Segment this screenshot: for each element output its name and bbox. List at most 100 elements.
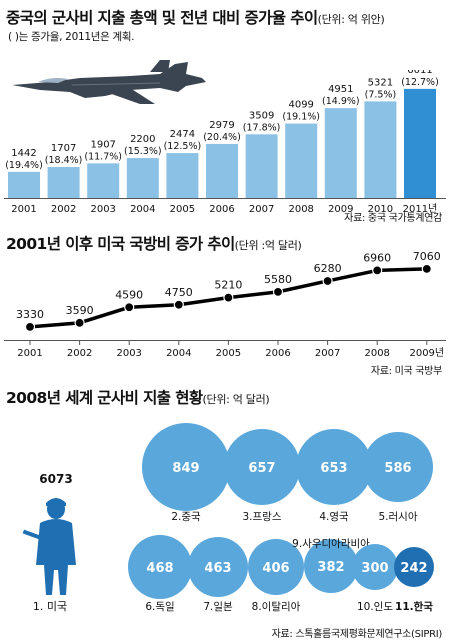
bar-growth-label: (18.4%) [45, 155, 83, 166]
bar-value-label: 3509 [249, 110, 274, 121]
bar-growth-label: (17.8%) [243, 122, 281, 133]
bubble-이탈리아 [248, 539, 304, 595]
world-bubble-chart: 6073 1. 미국 849 2.중국 657 3.프랑스 653 4.영국 586 5.러시아 4… [22, 423, 434, 613]
us-chart-title: 2001년 이후 미국 국방비 증가 추이(단위 :억 달러) [6, 232, 302, 254]
bar-2011년 [404, 88, 436, 198]
us-chart-title-text: 2001년 이후 미국 국방비 증가 추이 [6, 235, 235, 253]
bar-value-label: 2474 [170, 129, 195, 140]
line-value-label: 6960 [363, 252, 391, 264]
bubble-name-label: 7.일본 [203, 600, 233, 613]
china-chart-unit: (단위: 억 위안) [317, 13, 385, 26]
line-value-label: 6280 [314, 262, 342, 275]
bubble-영국 [296, 429, 372, 505]
china-bar-chart: 1442(19.4%) 2001 1707(18.4%) 2002 1907(11.7%… [4, 70, 446, 215]
line-value-label: 4750 [165, 286, 193, 299]
bubble-name-label: 3.프랑스 [243, 511, 282, 523]
x-tick-label: 2010 [368, 204, 393, 215]
bubble-name-label: 8.이탈리아 [252, 600, 301, 613]
x-tick-label: 2005 [216, 348, 241, 359]
line-value-label: 5580 [264, 273, 292, 286]
bubble-value-label: 6073 [39, 472, 72, 486]
bar-growth-label: (14.9%) [322, 96, 360, 107]
bubble-러시아 [363, 432, 433, 502]
line-value-label: 3590 [66, 304, 94, 317]
bubble-value-label: 849 [172, 461, 199, 476]
world-chart-title: 2008년 세계 군사비 지출 현황(단위: 억 달러) [6, 386, 270, 408]
x-tick-label: 2007 [315, 348, 340, 359]
bubble-value-label: 382 [317, 560, 344, 575]
line-value-label: 3330 [16, 308, 44, 321]
world-chart-source: 자료: 스톡홀름국제평화문제연구소(SIPRI) [271, 629, 443, 640]
bar-growth-label: (12.7%) [401, 77, 439, 88]
bubble-name-label: 1. 미국 [33, 600, 67, 613]
line-value-label: 7060 [413, 252, 441, 263]
line-point-2008 [372, 265, 383, 276]
line-point-2004 [173, 299, 184, 310]
line-point-2009년 [421, 263, 432, 274]
bar-2010 [364, 101, 397, 198]
bar-2008 [285, 123, 318, 198]
bar-growth-label: (11.7%) [84, 151, 122, 162]
line-point-2007 [322, 275, 333, 287]
bar-growth-label: (7.5%) [365, 89, 397, 100]
bar-2009 [324, 108, 357, 198]
soldier-icon [22, 498, 76, 595]
bar-2004 [126, 158, 159, 198]
china-chart-title: 중국의 군사비 지출 총액 및 전년 대비 증가율 추이(단위: 억 위안) [6, 6, 385, 28]
bar-2003 [87, 163, 120, 198]
bubble-name-label: 10.인도 [357, 601, 393, 613]
bar-growth-label: (19.1%) [282, 112, 320, 123]
china-chart-note: ( )는 증가율, 2011년은 계획. [8, 31, 135, 43]
bar-2001 [8, 171, 40, 198]
x-tick-label: 2011년 [403, 203, 438, 215]
world-chart-title-text: 2008년 세계 군사비 지출 현황 [6, 389, 203, 407]
fighter-jet-icon [12, 60, 206, 104]
x-tick-label: 2001 [17, 348, 42, 359]
x-tick-label: 2003 [116, 348, 141, 359]
x-tick-label: 2005 [170, 204, 195, 215]
bubble-name-label: 5.러시아 [379, 511, 418, 523]
bubble-name-label: 2.중국 [171, 511, 201, 523]
bubble-value-label: 300 [361, 561, 388, 576]
bubble-value-label: 586 [384, 461, 411, 476]
bubble-value-label: 242 [400, 561, 427, 576]
line-point-2005 [223, 292, 234, 303]
bubble-value-label: 406 [262, 561, 289, 576]
bubble-value-label: 657 [248, 461, 275, 476]
x-tick-label: 2009년 [409, 347, 444, 359]
x-tick-label: 2006 [265, 348, 290, 359]
x-tick-label: 2003 [90, 204, 115, 215]
bar-growth-label: (19.4%) [5, 160, 43, 171]
x-tick-label: 2002 [51, 204, 76, 215]
bar-value-label: 4099 [288, 100, 313, 111]
x-tick-label: 2001 [11, 204, 36, 215]
bar-growth-label: (15.3%) [124, 146, 162, 157]
bar-growth-label: (20.4%) [203, 132, 241, 143]
bubble-value-label: 468 [146, 561, 173, 576]
line-point-2006 [272, 286, 284, 297]
bar-value-label: 4951 [328, 84, 353, 95]
bubble-독일 [128, 535, 192, 599]
bubble-value-label: 463 [204, 561, 231, 576]
bubble-name-label: 6.독일 [145, 600, 174, 613]
us-line-chart: 3330 2001 3590 2002 4590 2003 4750 2004 5210 2005… [4, 252, 446, 359]
world-chart-unit: (단위: 억 달러) [202, 393, 270, 406]
bar-value-label: 6011 [407, 70, 432, 76]
bar-2007 [245, 134, 278, 198]
line-value-label: 4590 [115, 288, 143, 301]
china-chart-source: 자료: 중국 국가통계연감 [344, 213, 442, 224]
bubble-name-label: 11.한국 [395, 600, 433, 613]
bubble-일본 [188, 537, 248, 597]
bar-value-label: 1707 [51, 143, 76, 154]
line-point-2001 [24, 321, 36, 332]
line-point-2002 [74, 317, 85, 328]
x-tick-label: 2004 [130, 204, 155, 215]
bubble-name-label: 9.사우디아라비아 [292, 538, 370, 550]
bubble-프랑스 [224, 429, 300, 505]
x-tick-label: 2004 [166, 348, 191, 359]
bar-2006 [206, 143, 238, 198]
bar-value-label: 2200 [130, 134, 155, 145]
bubble-인도 [352, 544, 398, 590]
bar-2002 [47, 167, 80, 198]
